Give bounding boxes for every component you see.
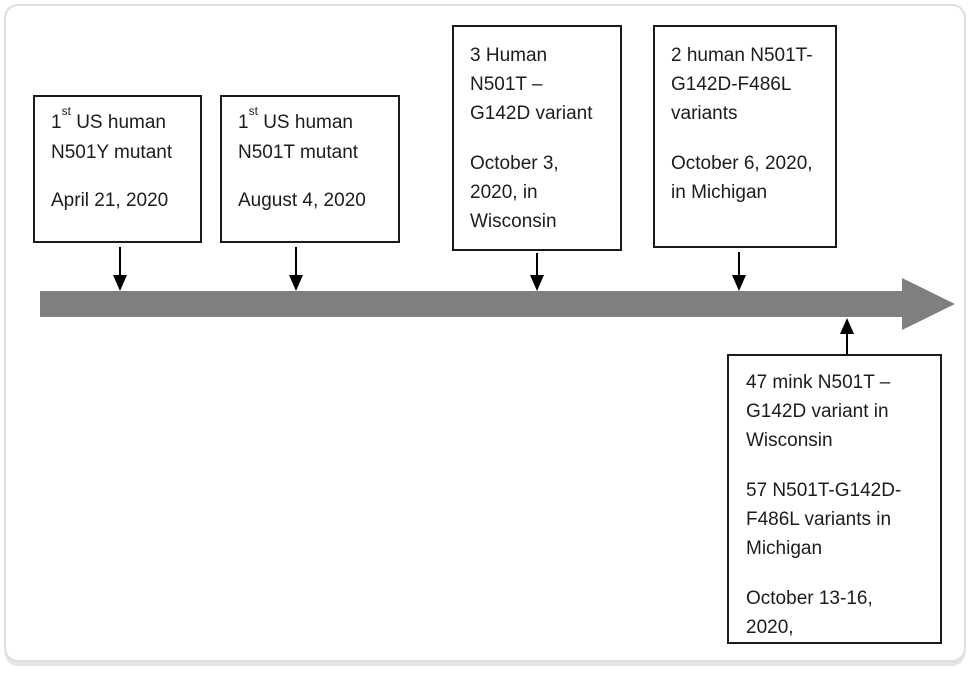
event-title-line: 57 N501T-G142D- — [746, 480, 902, 501]
event-box-n501y-april-2020: 1st US human N501Y mutant April 21, 2020 — [33, 95, 202, 243]
event-title-rest: US human — [70, 112, 166, 133]
ordinal-suffix: st — [248, 103, 258, 118]
event-box-n501t-august-2020: 1st US human N501T mutant August 4, 2020 — [220, 95, 400, 243]
connector-arrow-down-3 — [530, 253, 544, 291]
event-box-n501t-g142d-october-3: 3 Human N501T – G142D variant October 3,… — [452, 25, 622, 251]
arrow-down-icon — [530, 275, 544, 291]
event-title-line: Michigan — [746, 538, 823, 559]
connector-arrow-down-1 — [113, 247, 127, 291]
arrow-stem — [738, 252, 740, 275]
event-title-line: N501T – — [470, 74, 543, 95]
event-box-mink-october-13-16: 47 mink N501T – G142D variant in Wiscons… — [727, 354, 942, 644]
event-title-line: F486L variants in — [746, 509, 892, 530]
arrow-stem — [119, 247, 121, 275]
event-date-line: October 3, — [470, 153, 559, 174]
event-title-line: G142D variant in — [746, 401, 889, 422]
event-date: April 21, 2020 — [51, 190, 169, 211]
event-title-line: G142D-F486L — [671, 74, 792, 95]
event-date-line: October 6, 2020, — [671, 153, 813, 174]
event-date-line: 2020, — [746, 617, 794, 638]
event-title-line: 3 Human — [470, 45, 548, 66]
event-title-line: variants — [671, 103, 738, 124]
connector-arrow-down-4 — [732, 252, 746, 291]
arrow-up-icon — [840, 318, 854, 334]
ordinal-number: 1 — [238, 112, 249, 133]
timeline-arrowhead-icon — [902, 278, 955, 330]
event-title-line: 2 human N501T- — [671, 45, 813, 66]
event-title-line: N501T mutant — [238, 142, 359, 163]
event-title-line: 1st US human — [51, 105, 200, 138]
event-title-line: Wisconsin — [746, 430, 833, 451]
event-title-rest: US human — [257, 112, 353, 133]
ordinal-suffix: st — [61, 103, 71, 118]
arrow-stem — [536, 253, 538, 275]
event-box-n501t-g142d-f486l-october-6: 2 human N501T- G142D-F486L variants Octo… — [653, 25, 837, 248]
connector-arrow-up — [840, 318, 854, 355]
arrow-down-icon — [732, 275, 746, 291]
timeline-arrow-bar — [40, 291, 902, 317]
event-title-line: N501Y mutant — [51, 142, 173, 163]
event-date: August 4, 2020 — [238, 190, 366, 211]
event-date-line: 2020, in — [470, 182, 538, 203]
arrow-stem — [295, 247, 297, 275]
event-title-line: 1st US human — [238, 105, 398, 138]
arrow-stem — [846, 334, 848, 355]
event-date-line: October 13-16, — [746, 588, 873, 609]
event-date-line: Wisconsin — [470, 211, 557, 232]
arrow-down-icon — [113, 275, 127, 291]
event-title-line: G142D variant — [470, 103, 593, 124]
event-date-line: in Michigan — [671, 182, 768, 203]
event-title-line: 47 mink N501T – — [746, 372, 891, 393]
ordinal-number: 1 — [51, 112, 62, 133]
arrow-down-icon — [289, 275, 303, 291]
connector-arrow-down-2 — [289, 247, 303, 291]
